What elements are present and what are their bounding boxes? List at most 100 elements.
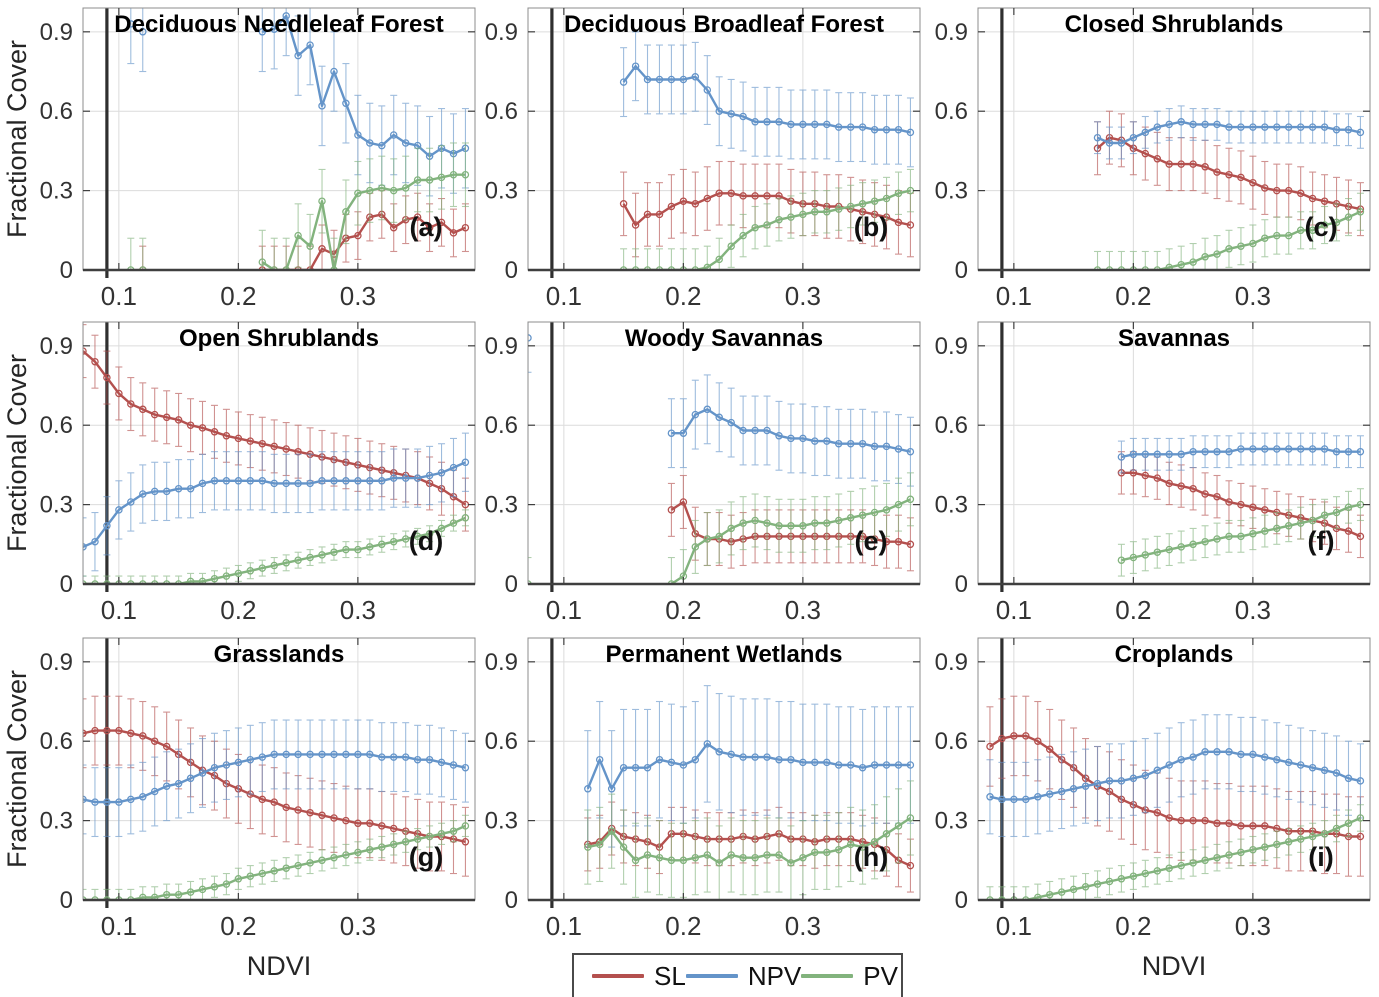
svg-text:0.1: 0.1 xyxy=(101,595,137,625)
y-axis-title-row1: Fractional Cover xyxy=(2,39,32,239)
chart-panel-b: 0 0.3 0.6 0.9 0.1 0.2 0.3 Deciduous Broadleaf F… xyxy=(485,7,921,311)
svg-text:0.6: 0.6 xyxy=(40,98,73,125)
svg-text:0.1: 0.1 xyxy=(996,595,1032,625)
svg-text:(d): (d) xyxy=(409,526,443,556)
svg-text:0.2: 0.2 xyxy=(665,595,701,625)
svg-text:0.6: 0.6 xyxy=(935,412,968,439)
svg-text:0: 0 xyxy=(60,257,73,284)
svg-text:0.3: 0.3 xyxy=(785,281,821,311)
y-axis-title-row2: Fractional Cover xyxy=(2,353,32,553)
svg-text:0.2: 0.2 xyxy=(1115,595,1151,625)
legend-label-sl: SL xyxy=(654,960,686,991)
svg-text:0.9: 0.9 xyxy=(935,333,968,360)
svg-text:0.3: 0.3 xyxy=(935,808,968,835)
svg-text:(h): (h) xyxy=(854,842,888,872)
svg-text:0: 0 xyxy=(955,571,968,598)
svg-text:0: 0 xyxy=(505,571,518,598)
npv-line-swatch xyxy=(685,974,738,978)
svg-text:0.3: 0.3 xyxy=(40,808,73,835)
svg-text:0.9: 0.9 xyxy=(40,19,73,46)
svg-text:0.3: 0.3 xyxy=(785,911,821,941)
svg-text:0.3: 0.3 xyxy=(1235,911,1271,941)
svg-text:0.2: 0.2 xyxy=(220,595,256,625)
svg-text:0.2: 0.2 xyxy=(1115,911,1151,941)
svg-text:0.3: 0.3 xyxy=(40,178,73,205)
svg-text:0.3: 0.3 xyxy=(340,595,376,625)
chart-panel-a: 0 0.3 0.6 0.9 0.1 0.2 0.3 Deciduous Needleleaf … xyxy=(40,7,476,311)
chart-panel-d: 0 0.3 0.6 0.9 0.1 0.2 0.3 Open Shrublands (d) xyxy=(40,321,476,625)
svg-text:0.9: 0.9 xyxy=(40,333,73,360)
chart-panel-e: 0 0.3 0.6 0.9 0.1 0.2 0.3 Woody Savannas (e) xyxy=(485,321,921,625)
svg-text:0.2: 0.2 xyxy=(1115,281,1151,311)
svg-text:0.1: 0.1 xyxy=(546,281,582,311)
svg-text:0: 0 xyxy=(505,887,518,914)
svg-text:(c): (c) xyxy=(1305,212,1338,242)
svg-text:0.9: 0.9 xyxy=(485,649,518,676)
svg-text:0.3: 0.3 xyxy=(1235,281,1271,311)
svg-text:0.9: 0.9 xyxy=(935,19,968,46)
svg-text:(b): (b) xyxy=(854,212,888,242)
svg-text:Closed Shrublands: Closed Shrublands xyxy=(1065,11,1284,38)
svg-text:0.3: 0.3 xyxy=(40,492,73,519)
sl-line-swatch xyxy=(592,974,644,978)
svg-text:0.1: 0.1 xyxy=(101,281,137,311)
svg-text:0.9: 0.9 xyxy=(485,333,518,360)
y-axis-title-row3: Fractional Cover xyxy=(2,669,32,869)
svg-text:0.3: 0.3 xyxy=(1235,595,1271,625)
legend: SL NPV PV xyxy=(572,953,903,997)
x-axis-title-right: NDVI xyxy=(1141,951,1207,981)
svg-text:0.2: 0.2 xyxy=(665,281,701,311)
svg-text:0.6: 0.6 xyxy=(485,728,518,755)
legend-item-sl: SL xyxy=(592,961,686,992)
svg-text:0.1: 0.1 xyxy=(101,911,137,941)
svg-text:0.6: 0.6 xyxy=(935,98,968,125)
svg-text:0: 0 xyxy=(955,257,968,284)
svg-text:0.9: 0.9 xyxy=(485,19,518,46)
pv-line-swatch xyxy=(801,974,854,978)
chart-panel-f: 0 0.3 0.6 0.9 0.1 0.2 0.3 Savannas (f) xyxy=(935,321,1371,625)
svg-text:0.3: 0.3 xyxy=(485,808,518,835)
svg-text:0.3: 0.3 xyxy=(485,492,518,519)
svg-text:0.3: 0.3 xyxy=(935,178,968,205)
svg-text:0.1: 0.1 xyxy=(546,595,582,625)
svg-text:Deciduous Needleleaf Forest: Deciduous Needleleaf Forest xyxy=(114,11,443,38)
svg-text:0.2: 0.2 xyxy=(220,911,256,941)
svg-text:0: 0 xyxy=(955,887,968,914)
svg-text:0.1: 0.1 xyxy=(996,281,1032,311)
svg-text:0.1: 0.1 xyxy=(546,911,582,941)
svg-text:0.6: 0.6 xyxy=(485,98,518,125)
svg-text:Croplands: Croplands xyxy=(1115,641,1234,668)
chart-panel-i: 0 0.3 0.6 0.9 0.1 0.2 0.3 Croplands (i) xyxy=(935,637,1371,941)
x-axis-title-left: NDVI xyxy=(246,951,312,981)
legend-item-npv: NPV xyxy=(685,960,802,992)
svg-text:(a): (a) xyxy=(410,212,443,242)
svg-text:(f): (f) xyxy=(1308,526,1335,556)
svg-text:0.6: 0.6 xyxy=(40,728,73,755)
svg-text:0.6: 0.6 xyxy=(40,412,73,439)
svg-text:Deciduous Broadleaf Forest: Deciduous Broadleaf Forest xyxy=(564,11,884,38)
svg-text:0.6: 0.6 xyxy=(935,728,968,755)
legend-label-pv: PV xyxy=(863,960,898,991)
svg-text:0.6: 0.6 xyxy=(485,412,518,439)
svg-text:0.2: 0.2 xyxy=(665,911,701,941)
legend-label-npv: NPV xyxy=(747,960,802,991)
svg-text:0.3: 0.3 xyxy=(485,178,518,205)
svg-text:0.9: 0.9 xyxy=(935,649,968,676)
svg-text:(g): (g) xyxy=(409,842,443,872)
chart-panel-h: 0 0.3 0.6 0.9 0.1 0.2 0.3 Permanent Wetlands (h) xyxy=(485,637,921,941)
svg-text:0: 0 xyxy=(60,571,73,598)
svg-text:Grasslands: Grasslands xyxy=(214,641,345,668)
chart-panel-g: 0 0.3 0.6 0.9 0.1 0.2 0.3 Grasslands (g) xyxy=(40,637,476,941)
svg-text:Savannas: Savannas xyxy=(1118,325,1230,352)
chart-panel-c: 0 0.3 0.6 0.9 0.1 0.2 0.3 Closed Shrublands (c) xyxy=(935,7,1371,311)
svg-text:0.9: 0.9 xyxy=(40,649,73,676)
svg-text:Permanent Wetlands: Permanent Wetlands xyxy=(606,641,843,668)
svg-text:0.3: 0.3 xyxy=(935,492,968,519)
svg-text:0: 0 xyxy=(60,887,73,914)
legend-item-pv: PV xyxy=(801,961,898,992)
svg-text:0.2: 0.2 xyxy=(220,281,256,311)
svg-text:0: 0 xyxy=(505,257,518,284)
svg-text:(e): (e) xyxy=(855,526,888,556)
svg-text:Open Shrublands: Open Shrublands xyxy=(179,325,379,352)
